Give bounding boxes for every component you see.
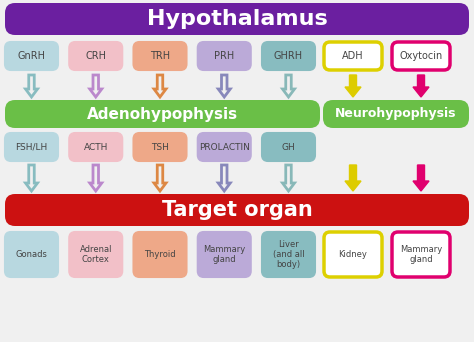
FancyBboxPatch shape <box>198 42 251 70</box>
Text: ACTH: ACTH <box>83 143 108 152</box>
FancyBboxPatch shape <box>69 133 122 161</box>
Text: Adrenal
Cortex: Adrenal Cortex <box>80 245 112 264</box>
Text: Liver
(and all
body): Liver (and all body) <box>273 240 304 269</box>
FancyBboxPatch shape <box>69 42 122 70</box>
FancyBboxPatch shape <box>392 42 450 70</box>
Polygon shape <box>345 165 361 191</box>
FancyBboxPatch shape <box>5 232 58 277</box>
FancyBboxPatch shape <box>5 133 58 161</box>
Text: GH: GH <box>282 143 295 152</box>
Text: PRH: PRH <box>214 51 234 61</box>
FancyBboxPatch shape <box>134 133 186 161</box>
FancyBboxPatch shape <box>262 232 315 277</box>
Text: ADH: ADH <box>342 51 364 61</box>
Text: PROLACTIN: PROLACTIN <box>199 143 250 152</box>
Text: GHRH: GHRH <box>274 51 303 61</box>
Text: Neurohypophysis: Neurohypophysis <box>335 107 457 120</box>
Text: GnRH: GnRH <box>18 51 46 61</box>
Text: Mammary
gland: Mammary gland <box>400 245 442 264</box>
Text: Adenohypophysis: Adenohypophysis <box>87 106 238 121</box>
FancyBboxPatch shape <box>323 100 469 128</box>
Polygon shape <box>345 75 361 97</box>
Polygon shape <box>413 165 429 191</box>
Polygon shape <box>413 75 429 97</box>
Text: Target organ: Target organ <box>162 200 312 220</box>
FancyBboxPatch shape <box>5 194 469 226</box>
FancyBboxPatch shape <box>324 42 382 70</box>
FancyBboxPatch shape <box>5 3 469 35</box>
FancyBboxPatch shape <box>5 42 58 70</box>
FancyBboxPatch shape <box>262 133 315 161</box>
Text: Oxytocin: Oxytocin <box>400 51 443 61</box>
Text: CRH: CRH <box>85 51 106 61</box>
FancyBboxPatch shape <box>198 133 251 161</box>
FancyBboxPatch shape <box>69 232 122 277</box>
Text: TRH: TRH <box>150 51 170 61</box>
Text: Hypothalamus: Hypothalamus <box>146 9 328 29</box>
Text: Thyroid: Thyroid <box>144 250 176 259</box>
Text: Mammary
gland: Mammary gland <box>203 245 246 264</box>
FancyBboxPatch shape <box>198 232 251 277</box>
FancyBboxPatch shape <box>262 42 315 70</box>
FancyBboxPatch shape <box>134 232 186 277</box>
FancyBboxPatch shape <box>392 232 450 277</box>
FancyBboxPatch shape <box>5 100 320 128</box>
Text: TSH: TSH <box>151 143 169 152</box>
Text: FSH/LH: FSH/LH <box>15 143 47 152</box>
FancyBboxPatch shape <box>134 42 186 70</box>
Text: Gonads: Gonads <box>16 250 47 259</box>
FancyBboxPatch shape <box>324 232 382 277</box>
Text: Kidney: Kidney <box>338 250 367 259</box>
